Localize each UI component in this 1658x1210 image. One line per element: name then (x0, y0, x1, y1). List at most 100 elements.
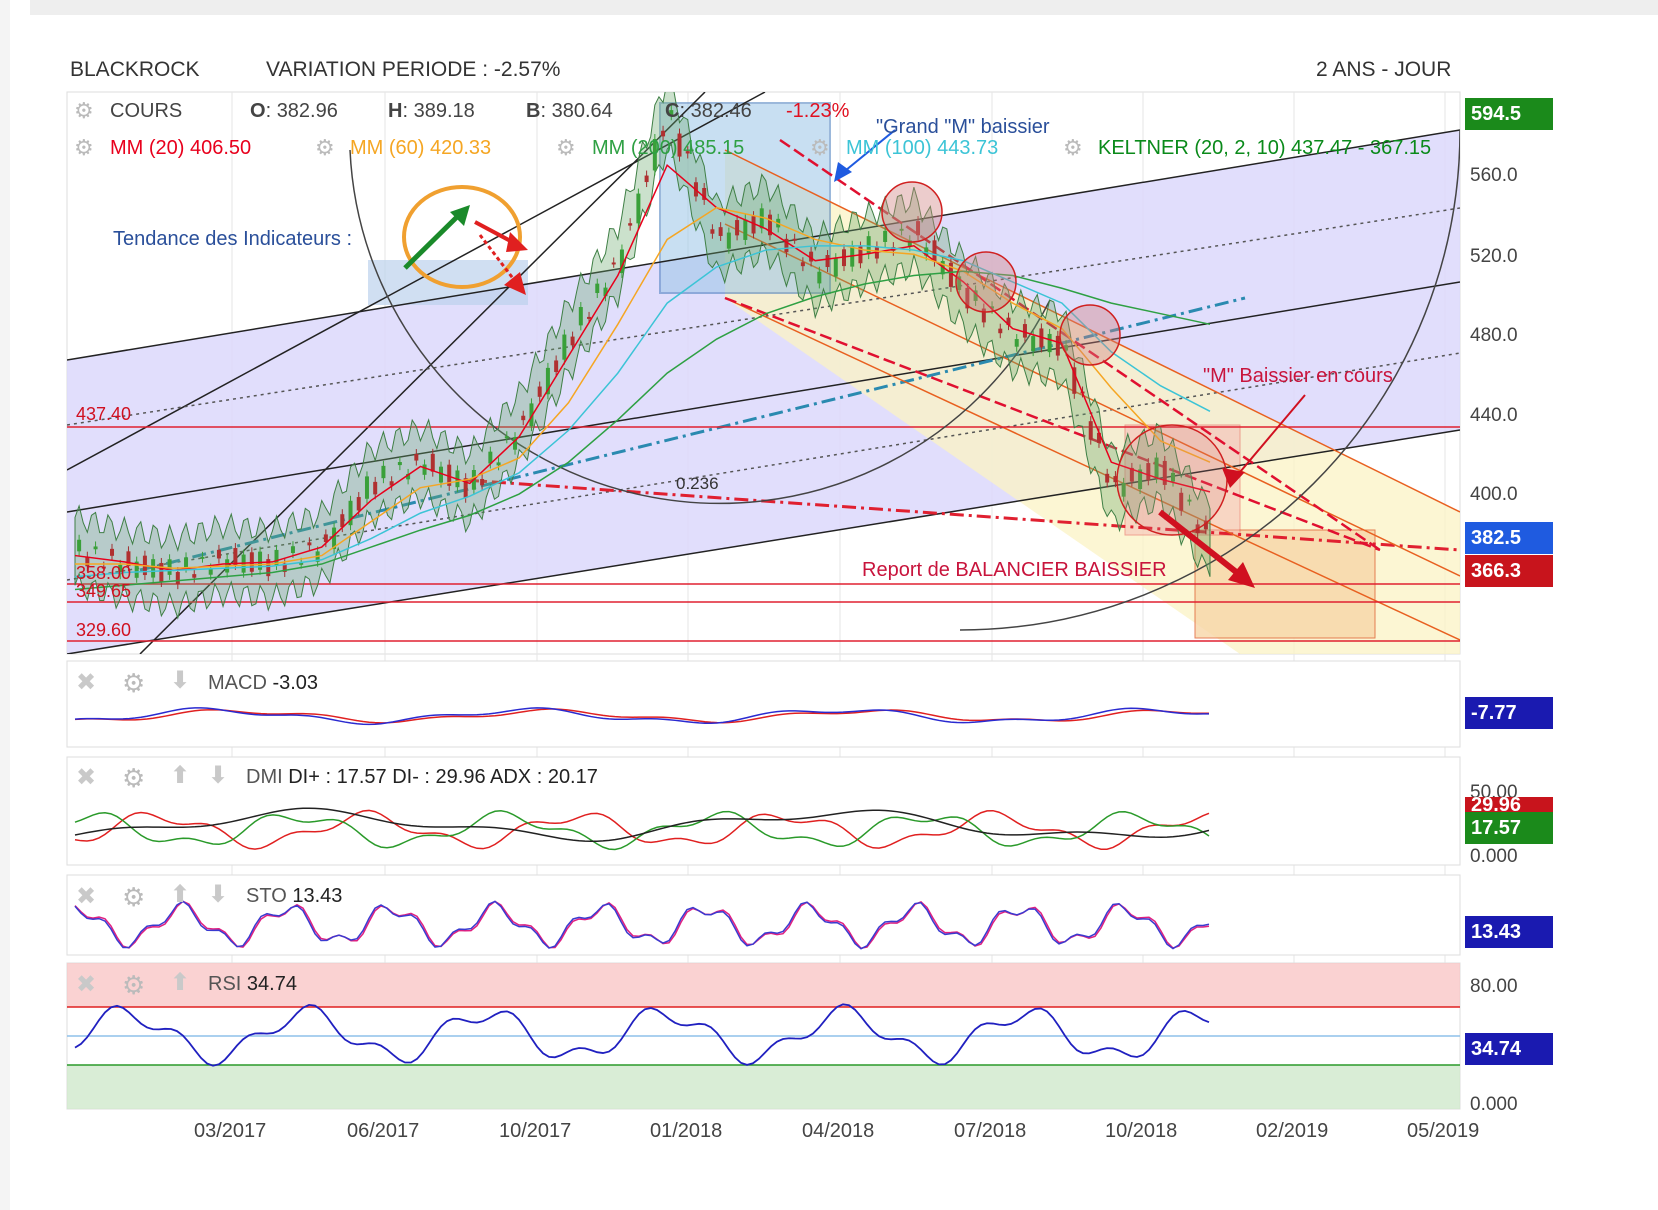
m-trend-line (724, 296, 1381, 552)
level-label: 329.60 (76, 620, 132, 640)
candle (101, 566, 106, 569)
candle (800, 262, 805, 267)
candle (924, 247, 929, 256)
rsi-label: RSI 34.74 (208, 973, 297, 995)
report-annotation: Report de BALANCIER BAISSIER (862, 559, 1167, 581)
close-value: C: 382.46 (665, 100, 752, 122)
rsi-tick-top: 80.00 (1470, 976, 1518, 997)
candle (677, 133, 682, 157)
gear-icon[interactable]: ⚙ (122, 668, 146, 698)
di-plus-line (74, 810, 1210, 851)
dmi-lines (74, 807, 1210, 851)
close-icon[interactable]: ✖ (76, 971, 97, 998)
candle (948, 262, 953, 287)
grand-m-annotation: "Grand "M" baissier (876, 116, 1050, 138)
symbol-title: BLACKROCK (70, 58, 200, 81)
candle (726, 232, 731, 249)
x-tick: 06/2017 (347, 1120, 420, 1142)
sto-badge: 13.43 (1465, 916, 1553, 948)
gear-icon[interactable]: ⚙ (315, 135, 335, 160)
gear-icon[interactable]: ⚙ (122, 882, 146, 912)
moving-averages (74, 163, 1211, 591)
candle (537, 386, 542, 397)
open-value: O: 382.96 (250, 100, 338, 122)
dmi-panel (66, 756, 1461, 866)
candle (1146, 463, 1151, 481)
gear-icon[interactable]: ⚙ (122, 970, 146, 1000)
candle (134, 561, 139, 578)
indicator-circle (402, 185, 522, 289)
close-icon[interactable]: ✖ (76, 669, 97, 696)
candle (1154, 457, 1159, 479)
arrow-up-icon[interactable]: ⬆ (170, 881, 191, 908)
candle (973, 290, 978, 301)
candle (562, 334, 567, 360)
macd-panel (66, 660, 1461, 748)
candle (77, 539, 82, 552)
close-icon[interactable]: ✖ (76, 764, 97, 791)
candle (529, 403, 534, 427)
trend-up-arrow-head (450, 205, 470, 226)
candle (1170, 472, 1175, 482)
candle (233, 548, 238, 565)
dmi-tick-bottom: 0.000 (1470, 846, 1518, 867)
candle (735, 220, 740, 236)
arrow-up-icon[interactable]: ⬆ (170, 969, 191, 996)
gear-icon[interactable]: ⚙ (556, 135, 576, 160)
trend-down-arrow-head (506, 232, 528, 252)
candle (545, 367, 550, 395)
candle (1064, 345, 1069, 351)
candle (636, 193, 641, 224)
candle (1014, 339, 1019, 347)
candle (957, 276, 962, 291)
arrow-down-icon[interactable]: ⬇ (170, 667, 191, 694)
bearish-arrow-head (1228, 562, 1255, 588)
period-selector[interactable]: 2 ANS - JOUR (1316, 58, 1452, 81)
candle (159, 562, 164, 582)
price-badge-lower: 366.3 (1465, 555, 1553, 587)
gear-icon[interactable]: ⚙ (74, 98, 94, 123)
close-icon[interactable]: ✖ (76, 883, 97, 910)
candle (817, 271, 822, 284)
candle (932, 240, 937, 262)
gear-icon[interactable]: ⚙ (1063, 135, 1083, 160)
y-tick: 440.0 (1470, 405, 1518, 426)
arrow-up-icon[interactable]: ⬆ (170, 762, 191, 789)
candle (718, 227, 723, 236)
candle (1031, 336, 1036, 352)
dmi-badge-green: 17.57 (1465, 812, 1553, 844)
gear-icon[interactable]: ⚙ (810, 135, 830, 160)
candle (118, 564, 123, 575)
mm20-legend: MM (20) 406.50 (110, 137, 252, 159)
macd-line (74, 707, 1210, 726)
arrow-down-icon[interactable]: ⬇ (208, 881, 229, 908)
candle (619, 249, 624, 274)
m-baissier-annotation: "M" Baissier en cours (1203, 365, 1393, 387)
candle (595, 283, 600, 294)
adx-line (74, 807, 1210, 843)
mm200-line (74, 270, 1211, 591)
candle (488, 451, 493, 464)
arrow-down-icon[interactable]: ⬇ (208, 762, 229, 789)
candle (200, 556, 205, 559)
candle (1096, 432, 1101, 443)
gear-icon[interactable]: ⚙ (74, 135, 94, 160)
candle (743, 219, 748, 240)
candle (332, 527, 337, 550)
candle (1022, 324, 1027, 338)
candle (373, 481, 378, 495)
candle (438, 466, 443, 483)
candle (299, 562, 304, 565)
candle (504, 436, 509, 439)
price-label: COURS (110, 100, 183, 122)
price-badge-current: 382.5 (1465, 522, 1553, 554)
gear-icon[interactable]: ⚙ (122, 763, 146, 793)
price-badge-top: 594.5 (1465, 98, 1553, 130)
macd-badge: -7.77 (1465, 697, 1553, 729)
mm100-line (74, 245, 1211, 578)
candle (430, 453, 435, 472)
candle (792, 238, 797, 241)
candle (825, 255, 830, 268)
candle (751, 216, 756, 234)
horizontal-levels (67, 426, 1460, 642)
